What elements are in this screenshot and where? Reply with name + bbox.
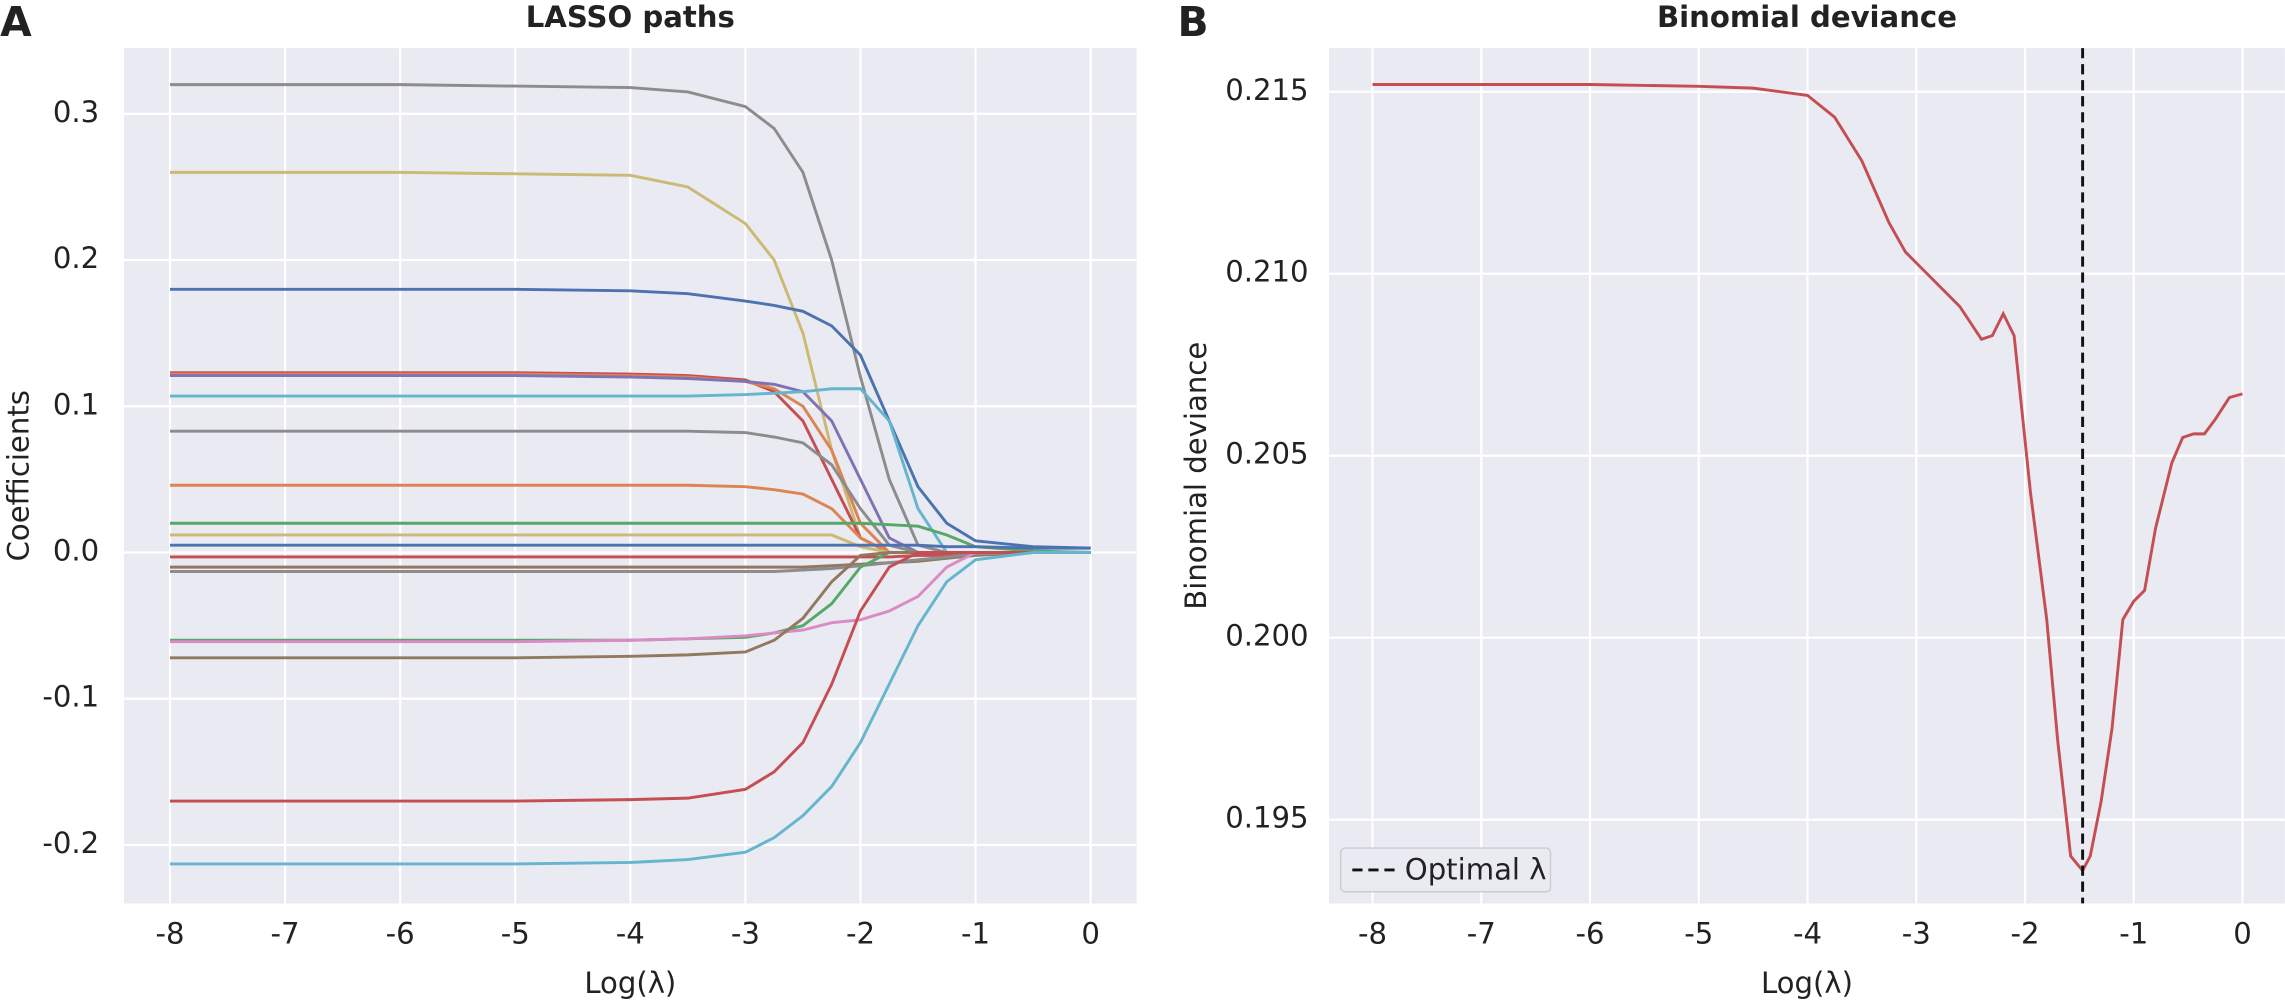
y-tick-label: -0.1 [42,680,99,714]
x-tick-label: -5 [501,916,530,950]
x-tick-label: -4 [616,916,645,950]
series-line [169,551,1091,573]
x-tick-label: -3 [1902,916,1931,950]
y-tick-label: 0.215 [1225,73,1308,107]
y-tick-label: 0.210 [1225,255,1308,289]
x-tick-label: -6 [1575,916,1604,950]
series-line [1372,83,2243,874]
x-tick-label: -1 [2119,916,2148,950]
series-line [169,543,1091,550]
panel-label: A [0,0,32,46]
series-line [169,521,1091,554]
chart-title: Binomial deviance [1657,0,1957,34]
y-tick-label: -0.2 [42,826,99,860]
y-tick-label: 0.200 [1225,619,1308,653]
x-tick-label: -6 [386,916,415,950]
legend-label: Optimal λ [1405,852,1547,886]
x-tick-label: -3 [731,916,760,950]
x-tick-label: -2 [846,916,875,950]
x-axis-label: Log(λ) [584,966,676,1000]
series-line [169,287,1091,550]
x-tick-label: -7 [271,916,300,950]
x-tick-label: -4 [1793,916,1822,950]
y-axis-label: Coefficients [2,390,36,561]
x-tick-label: -2 [2010,916,2039,950]
chart-title: LASSO paths [526,0,735,34]
y-tick-label: 0.1 [53,387,99,421]
x-tick-label: 0 [1081,916,1100,950]
series-line [169,551,1091,803]
y-axis-label: Binomial deviance [1179,342,1213,610]
x-tick-label: -8 [1358,916,1387,950]
x-tick-label: -8 [155,916,184,950]
x-tick-label: -5 [1684,916,1713,950]
y-tick-label: 0.3 [53,95,99,129]
x-tick-label: 0 [2233,916,2252,950]
x-axis-label: Log(λ) [1761,966,1853,1000]
x-tick-label: -1 [961,916,990,950]
panel-label: B [1177,0,1208,46]
y-tick-label: 0.2 [53,241,99,275]
y-tick-label: 0.0 [53,534,99,568]
series-line [169,551,1091,644]
x-tick-label: -7 [1467,916,1496,950]
series-line [169,551,1091,866]
y-tick-label: 0.195 [1225,801,1308,835]
legend-box [1339,847,1552,893]
y-tick-label: 0.205 [1225,437,1308,471]
